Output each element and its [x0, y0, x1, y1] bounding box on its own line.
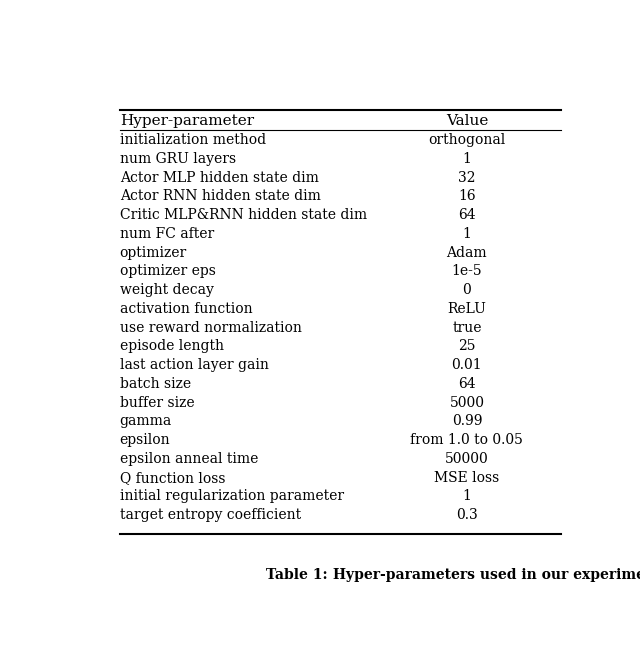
Text: epsilon: epsilon [120, 433, 170, 447]
Text: optimizer eps: optimizer eps [120, 265, 216, 278]
Text: Hyper-parameters used in our experiments by DASAC.: Hyper-parameters used in our experiments… [328, 568, 640, 581]
Text: Table 1:: Table 1: [266, 568, 328, 581]
Text: buffer size: buffer size [120, 396, 195, 410]
Text: initialization method: initialization method [120, 133, 266, 147]
Text: 5000: 5000 [449, 396, 484, 410]
Text: Critic MLP&RNN hidden state dim: Critic MLP&RNN hidden state dim [120, 208, 367, 222]
Text: 1: 1 [463, 489, 471, 503]
Text: epsilon anneal time: epsilon anneal time [120, 452, 258, 466]
Text: use reward normalization: use reward normalization [120, 321, 301, 335]
Text: target entropy coefficient: target entropy coefficient [120, 508, 301, 522]
Text: Q function loss: Q function loss [120, 471, 225, 485]
Text: Value: Value [445, 113, 488, 127]
Text: Adam: Adam [447, 246, 487, 260]
Text: num FC after: num FC after [120, 227, 214, 241]
Text: Actor MLP hidden state dim: Actor MLP hidden state dim [120, 170, 319, 185]
Text: ReLU: ReLU [447, 302, 486, 316]
Text: 0.01: 0.01 [452, 358, 482, 372]
Text: batch size: batch size [120, 377, 191, 391]
Text: from 1.0 to 0.05: from 1.0 to 0.05 [410, 433, 524, 447]
Text: 1: 1 [463, 227, 471, 241]
Text: last action layer gain: last action layer gain [120, 358, 269, 372]
Text: 1e-5: 1e-5 [452, 265, 482, 278]
Text: optimizer: optimizer [120, 246, 187, 260]
Text: 16: 16 [458, 190, 476, 204]
Text: 0: 0 [463, 283, 471, 297]
Text: 1: 1 [463, 152, 471, 166]
Text: Actor RNN hidden state dim: Actor RNN hidden state dim [120, 190, 321, 204]
Text: episode length: episode length [120, 339, 224, 353]
Text: initial regularization parameter: initial regularization parameter [120, 489, 344, 503]
Text: 50000: 50000 [445, 452, 489, 466]
Text: orthogonal: orthogonal [428, 133, 506, 147]
Text: weight decay: weight decay [120, 283, 214, 297]
Text: activation function: activation function [120, 302, 252, 316]
Text: 64: 64 [458, 377, 476, 391]
Text: 32: 32 [458, 170, 476, 185]
Text: Hyper-parameter: Hyper-parameter [120, 113, 254, 127]
Text: true: true [452, 321, 482, 335]
Text: gamma: gamma [120, 414, 172, 428]
Text: 64: 64 [458, 208, 476, 222]
Text: 25: 25 [458, 339, 476, 353]
Text: 0.3: 0.3 [456, 508, 477, 522]
Text: num GRU layers: num GRU layers [120, 152, 236, 166]
Text: MSE loss: MSE loss [435, 471, 499, 485]
Text: 0.99: 0.99 [452, 414, 482, 428]
